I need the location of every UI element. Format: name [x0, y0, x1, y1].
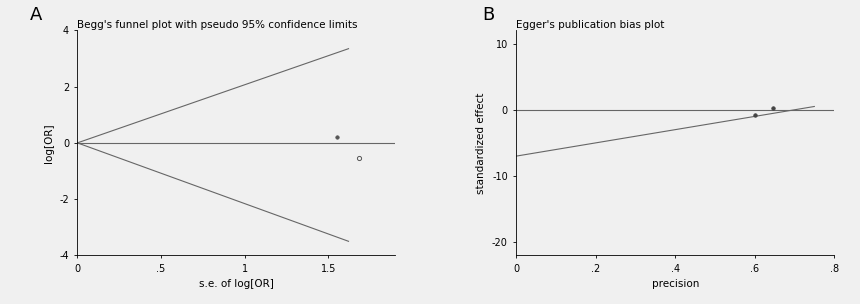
X-axis label: precision: precision: [652, 279, 699, 289]
Text: B: B: [482, 6, 494, 24]
Text: Begg's funnel plot with pseudo 95% confidence limits: Begg's funnel plot with pseudo 95% confi…: [77, 20, 358, 29]
Y-axis label: log[OR]: log[OR]: [44, 123, 54, 163]
X-axis label: s.e. of log[OR]: s.e. of log[OR]: [199, 279, 273, 289]
Text: Egger's publication bias plot: Egger's publication bias plot: [516, 20, 665, 29]
Text: A: A: [30, 6, 42, 24]
Y-axis label: standardized effect: standardized effect: [476, 92, 487, 194]
